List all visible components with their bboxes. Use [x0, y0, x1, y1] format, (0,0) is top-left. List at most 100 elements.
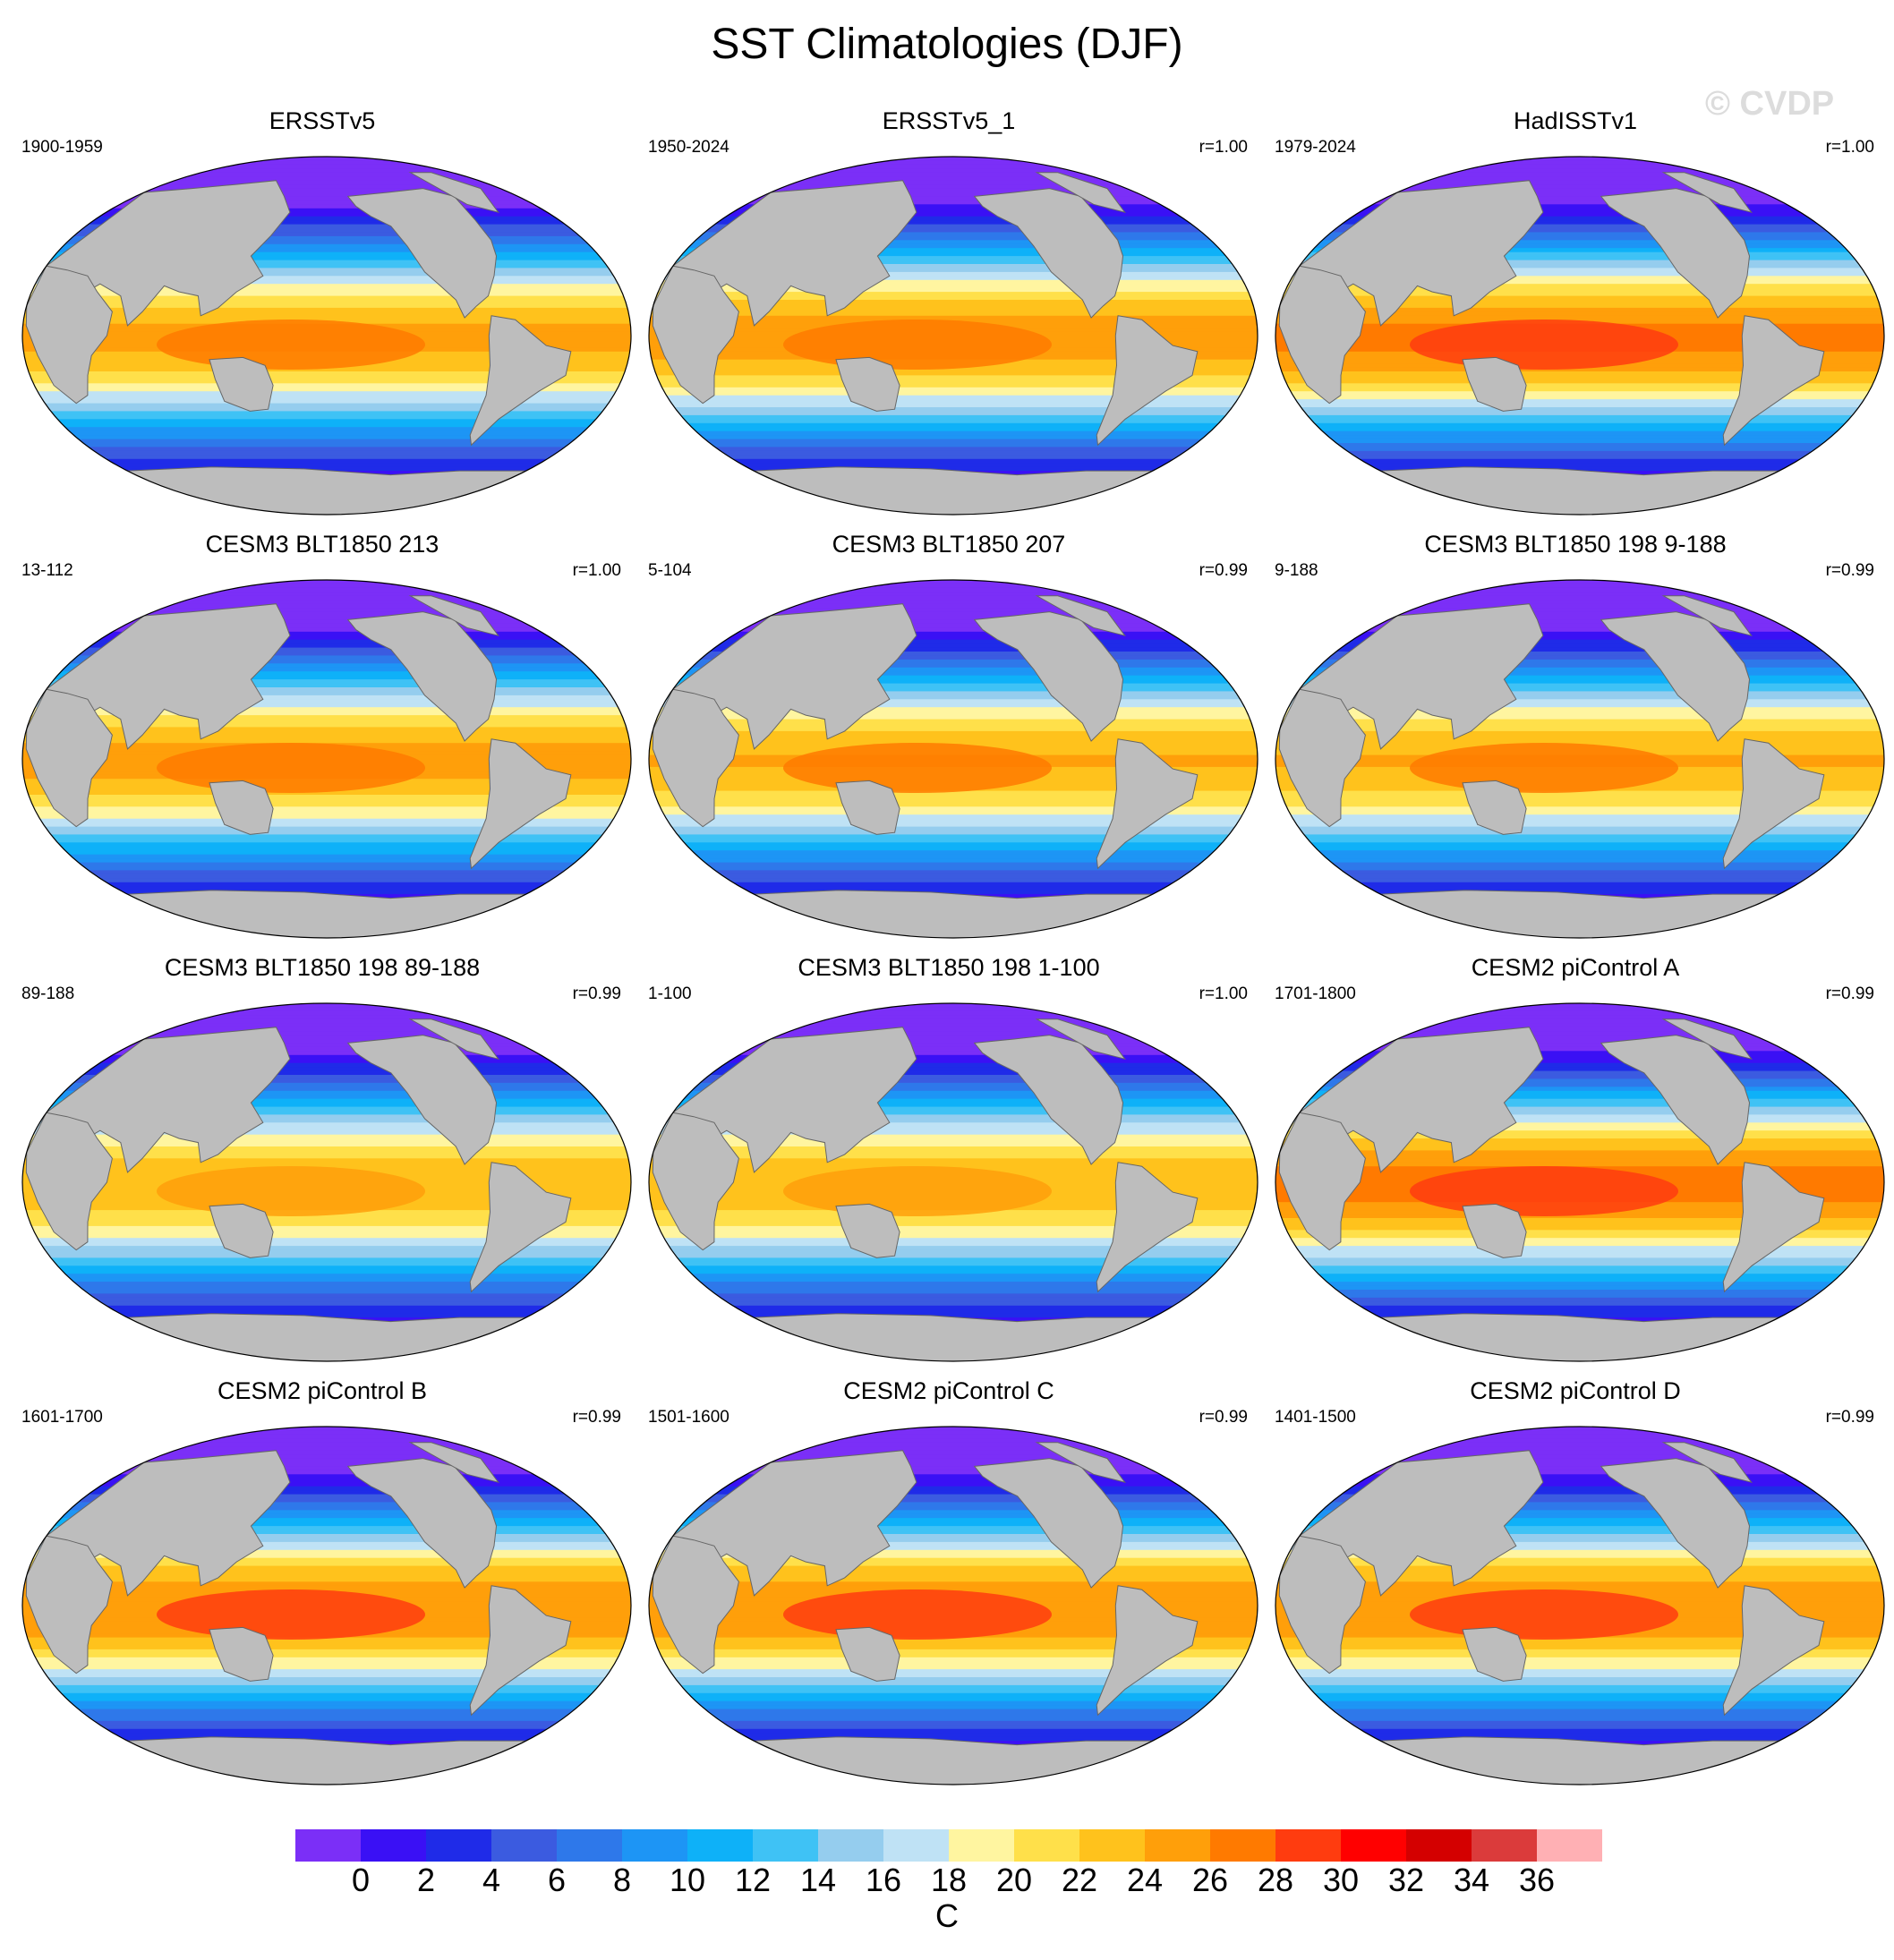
- sst-band: [649, 1649, 1258, 1654]
- sst-band: [1275, 287, 1884, 293]
- sst-band: [22, 1505, 631, 1511]
- sst-band: [649, 818, 1258, 823]
- sst-band: [22, 1230, 631, 1235]
- map-outline: [648, 1002, 1258, 1362]
- sst-band: [1275, 243, 1884, 249]
- land-mass: [652, 688, 739, 828]
- sst-band: [22, 1538, 631, 1543]
- sst-band: [1275, 663, 1884, 669]
- sst-band: [1275, 1261, 1884, 1266]
- sst-band: [649, 738, 1258, 744]
- sst-band: [1275, 204, 1884, 209]
- sst-band: [1275, 854, 1884, 859]
- sst-band: [22, 1490, 631, 1496]
- sst-band: [22, 1027, 631, 1032]
- sst-band: [1275, 1222, 1884, 1227]
- sst-band: [22, 1265, 631, 1271]
- sst-band: [649, 243, 1258, 249]
- sst-band: [22, 1577, 631, 1582]
- sst-band: [1275, 1490, 1884, 1496]
- sst-band: [649, 886, 1258, 891]
- sst-band: [649, 1526, 1258, 1531]
- sst-band: [649, 284, 1258, 289]
- sst-band: [22, 1054, 631, 1060]
- sst-band: [1275, 251, 1884, 257]
- panel-correlation: r=0.99: [1825, 984, 1874, 1003]
- sst-band: [22, 715, 631, 720]
- sst-band: [1275, 1518, 1884, 1523]
- sst-map: [1275, 1002, 1885, 1362]
- sst-band: [1275, 671, 1884, 677]
- sst-band: [1275, 271, 1884, 277]
- sst-band: [22, 458, 631, 464]
- sst-band: [649, 715, 1258, 720]
- sst-band: [1275, 1238, 1884, 1243]
- sst-band: [1275, 1482, 1884, 1487]
- sst-band: [1275, 1498, 1884, 1503]
- sst-band: [649, 631, 1258, 636]
- sst-band: [1275, 635, 1884, 641]
- sst-band: [1275, 1697, 1884, 1702]
- sst-band: [22, 1290, 631, 1294]
- sst-band: [1275, 846, 1884, 851]
- sst-band: [1275, 1214, 1884, 1219]
- sst-band: [22, 1114, 631, 1120]
- sst-band: [22, 822, 631, 828]
- sst-band: [22, 1246, 631, 1251]
- colorbar-swatch: [557, 1829, 623, 1862]
- watermark: © CVDP: [1705, 85, 1835, 123]
- sst-band: [1275, 1075, 1884, 1079]
- sst-band: [1275, 447, 1884, 452]
- sst-band: [22, 691, 631, 696]
- sst-band: [22, 1035, 631, 1040]
- sst-band: [22, 422, 631, 428]
- sst-band: [649, 407, 1258, 412]
- sst-band: [1275, 1114, 1884, 1120]
- sst-band: [1275, 1521, 1884, 1527]
- sst-band: [1275, 375, 1884, 380]
- sst-band: [649, 387, 1258, 392]
- sst-band: [1275, 1309, 1884, 1315]
- sst-band: [649, 1521, 1258, 1527]
- sst-band: [649, 798, 1258, 804]
- sst-band: [649, 399, 1258, 405]
- sst-band: [649, 379, 1258, 384]
- sst-band: [649, 683, 1258, 688]
- sst-band: [649, 295, 1258, 301]
- sst-band: [649, 1122, 1258, 1128]
- sst-band: [22, 300, 631, 304]
- sst-band: [649, 831, 1258, 835]
- sst-band: [1275, 235, 1884, 241]
- panel-title: CESM2 piControl C: [843, 1377, 1054, 1404]
- sst-band: [1275, 1230, 1884, 1235]
- sst-band: [22, 232, 631, 237]
- sst-band: [1275, 639, 1884, 644]
- sst-band: [1275, 1111, 1884, 1115]
- sst-band: [649, 623, 1258, 628]
- sst-band: [649, 652, 1258, 656]
- sst-band: [22, 854, 631, 859]
- sst-band: [22, 264, 631, 268]
- land-mass: [209, 780, 274, 835]
- sst-band: [22, 1546, 631, 1551]
- sst-band: [1275, 699, 1884, 704]
- panel-correlation: r=0.99: [1199, 1408, 1248, 1427]
- colorbar-swatch: [1472, 1829, 1538, 1862]
- sst-band: [22, 1510, 631, 1515]
- sst-band: [22, 1043, 631, 1048]
- land-mass: [1035, 172, 1126, 214]
- sst-band: [22, 1274, 631, 1279]
- sst-band: [649, 1023, 1258, 1028]
- sst-band: [649, 1274, 1258, 1279]
- sst-band: [1275, 1297, 1884, 1302]
- sst-band: [22, 1082, 631, 1087]
- land-mass: [1278, 688, 1366, 828]
- sst-band: [1275, 240, 1884, 245]
- sst-band: [22, 795, 631, 799]
- sst-band: [649, 1043, 1258, 1048]
- land-mass: [469, 315, 572, 447]
- sst-band: [22, 643, 631, 649]
- sst-band: [649, 667, 1258, 672]
- land-mass: [469, 1162, 572, 1293]
- sst-band: [1275, 268, 1884, 273]
